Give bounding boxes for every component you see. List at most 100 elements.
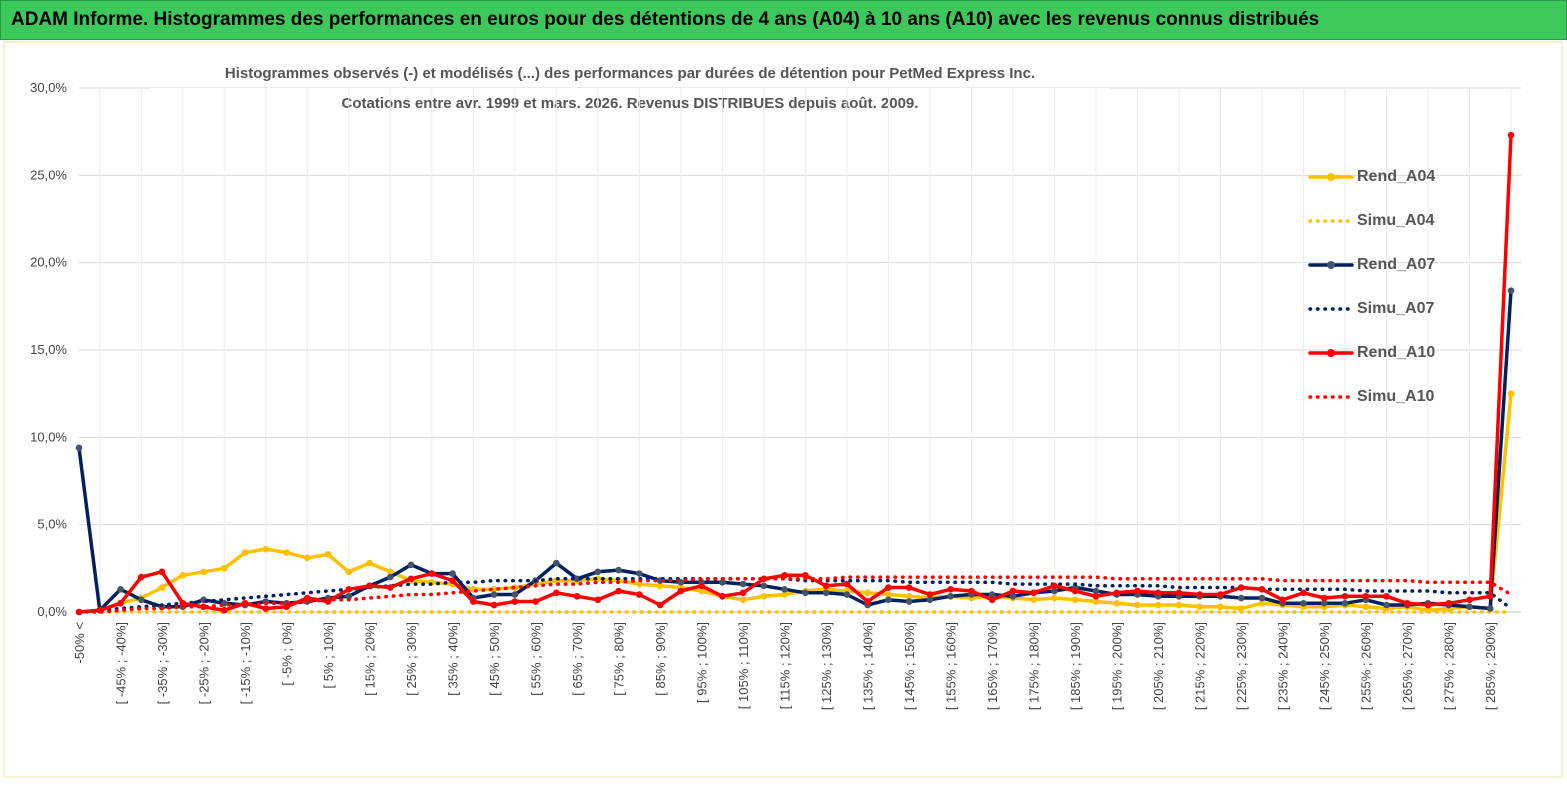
data-point: [739, 580, 747, 588]
x-tick-label: [ 225% ; 230%]: [1234, 622, 1249, 710]
x-tick-label: [ 45% ; 50%]: [487, 622, 502, 696]
data-point: [303, 554, 311, 562]
data-point: [760, 592, 768, 600]
data-point: [760, 575, 768, 583]
data-point: [843, 591, 851, 598]
x-tick-label: [ -5% ; 0%]: [280, 622, 295, 686]
x-tick-label: [ 205% ; 210%]: [1151, 622, 1166, 710]
data-point: [241, 549, 249, 556]
data-point: [781, 572, 788, 579]
data-point: [262, 545, 270, 553]
data-point: [968, 587, 975, 595]
data-point: [449, 577, 456, 584]
series-line: [77, 575, 1513, 614]
data-point: [885, 596, 892, 604]
data-point: [1424, 601, 1432, 609]
data-point: [885, 591, 892, 598]
y-tick-label: 25,0%: [30, 167, 67, 182]
data-point: [1217, 591, 1224, 598]
chart-frame: [3, 41, 1563, 778]
legend-label: Rend_A07: [1357, 256, 1435, 273]
data-point: [1113, 599, 1120, 607]
data-point: [677, 587, 685, 595]
x-tick-label: [ 165% ; 170%]: [985, 622, 1000, 710]
data-point: [1237, 594, 1245, 602]
data-point: [1237, 605, 1245, 612]
data-point: [988, 596, 996, 604]
data-point: [1258, 599, 1266, 607]
data-point: [366, 582, 373, 590]
x-tick-label: [ 5% ; 10%]: [321, 622, 336, 688]
x-tick-label: [ 35% ; 40%]: [446, 622, 461, 696]
legend-marker: [1327, 173, 1335, 181]
data-point: [1009, 592, 1017, 600]
data-point: [1175, 601, 1183, 609]
data-point: [262, 605, 270, 612]
x-tick-label: -50% <: [72, 622, 87, 664]
data-point: [1362, 603, 1370, 611]
legend-label: Rend_A04: [1357, 168, 1435, 185]
data-point: [1320, 594, 1328, 602]
data-point: [615, 587, 622, 595]
data-point: [117, 599, 124, 607]
data-point: [905, 584, 913, 591]
data-point: [1196, 603, 1203, 611]
data-point: [636, 591, 643, 598]
data-point: [490, 591, 498, 598]
subtitle: Cotations entre avr. 1999 et mars. 2026.…: [342, 95, 919, 112]
data-point: [719, 592, 726, 600]
y-tick-label: 30,0%: [30, 80, 67, 95]
data-point: [1092, 592, 1100, 600]
data-point: [511, 591, 519, 598]
x-tick-label: [ 15% ; 20%]: [363, 622, 378, 696]
data-point: [656, 601, 664, 609]
data-point: [594, 568, 602, 576]
series-line: [77, 577, 1513, 614]
data-point: [470, 598, 477, 605]
data-point: [1507, 287, 1515, 294]
data-point: [1341, 592, 1349, 600]
data-point: [1051, 587, 1058, 595]
data-point: [1258, 585, 1266, 593]
data-point: [822, 589, 830, 597]
x-tick-label: [ 215% ; 220%]: [1193, 622, 1208, 710]
data-point: [1113, 589, 1120, 597]
data-point: [179, 599, 187, 607]
data-point: [988, 591, 996, 598]
subtitle-bg: [150, 58, 1110, 86]
x-tick-label: [ 135% ; 140%]: [861, 622, 876, 710]
data-point: [636, 570, 643, 577]
y-tick-label: 5,0%: [37, 517, 67, 532]
data-point: [1466, 603, 1473, 611]
data-point: [1030, 596, 1037, 604]
data-point: [428, 570, 436, 577]
x-tick-label: [ 195% ; 200%]: [1110, 622, 1125, 710]
data-point: [1403, 599, 1411, 607]
data-point: [283, 603, 290, 611]
data-point: [490, 585, 498, 593]
data-point: [636, 580, 643, 588]
data-point: [1341, 599, 1349, 607]
data-point: [303, 594, 311, 602]
data-point: [843, 580, 851, 588]
data-point: [1092, 598, 1100, 605]
data-point: [1507, 131, 1515, 139]
data-point: [926, 591, 934, 598]
data-point: [407, 575, 415, 583]
data-point: [1486, 605, 1494, 612]
x-tick-label: [ 275% ; 280%]: [1442, 622, 1457, 710]
data-point: [1217, 603, 1224, 611]
data-point: [802, 572, 809, 579]
data-point: [1362, 592, 1370, 600]
data-point: [864, 598, 871, 605]
data-point: [1258, 594, 1266, 602]
x-tick-label: [ 245% ; 250%]: [1317, 622, 1332, 710]
data-point: [739, 596, 747, 604]
page-title: ADAM Informe. Histogrammes des performan…: [11, 9, 1320, 30]
data-point: [864, 589, 871, 597]
data-point: [1134, 587, 1141, 595]
data-point: [283, 549, 290, 556]
data-point: [490, 601, 498, 609]
data-point: [1092, 587, 1100, 595]
data-point: [947, 592, 954, 600]
